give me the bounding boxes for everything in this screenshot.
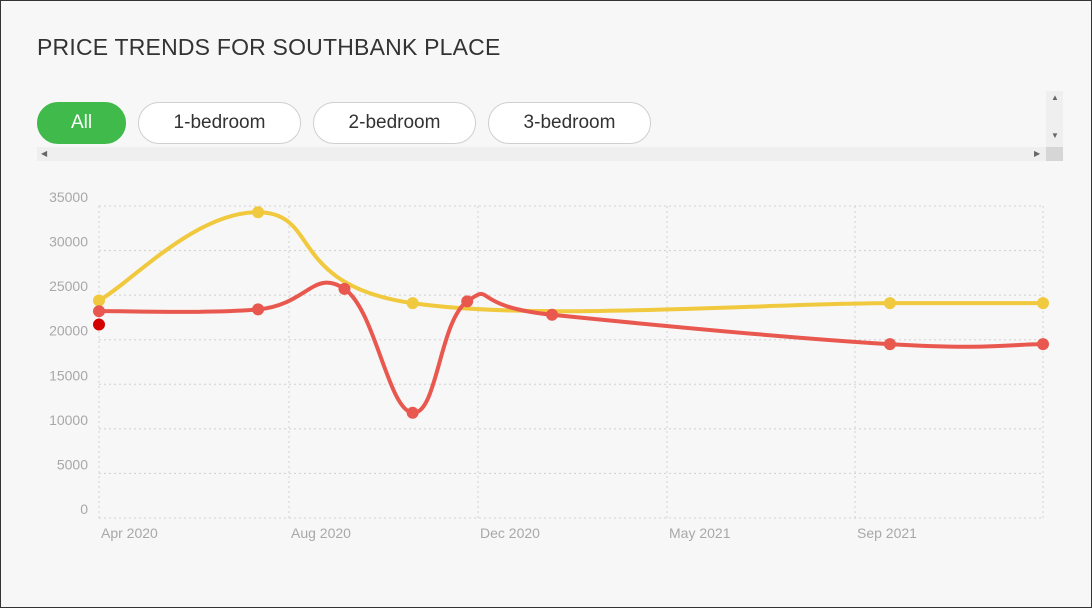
data-point[interactable]: [252, 303, 265, 316]
y-axis: 0 5000 10000 15000 20000 25000 30000 35000: [49, 189, 88, 517]
x-tick-label: Sep 2021: [857, 525, 917, 541]
x-tick-label: May 2021: [669, 525, 731, 541]
tab-2-bedroom[interactable]: 2-bedroom: [313, 102, 476, 144]
data-point[interactable]: [406, 297, 419, 310]
y-tick-label: 15000: [49, 367, 88, 383]
y-tick-label: 25000: [49, 278, 88, 294]
page-title: PRICE TRENDS FOR SOUTHBANK PLACE: [37, 34, 501, 60]
data-point[interactable]: [883, 338, 896, 351]
data-point[interactable]: [406, 406, 419, 419]
x-axis: Apr 2020 Aug 2020 Dec 2020 May 2021 Sep 2021: [101, 525, 917, 541]
y-tick-label: 5000: [57, 456, 88, 472]
points: [93, 206, 1049, 419]
scroll-left-arrow-icon[interactable]: ◀: [41, 149, 48, 158]
bedroom-filter-tabs: All 1-bedroom 2-bedroom 3-bedroom: [37, 102, 651, 144]
data-point[interactable]: [93, 294, 105, 307]
data-point[interactable]: [252, 206, 265, 219]
y-tick-label: 0: [80, 501, 88, 517]
scroll-down-arrow-icon[interactable]: ▼: [1051, 131, 1059, 140]
data-point[interactable]: [1037, 338, 1049, 351]
grid: [98, 205, 1044, 519]
x-tick-label: Dec 2020: [480, 525, 540, 541]
data-point[interactable]: [883, 297, 896, 310]
vertical-scrollbar[interactable]: ▲ ▼: [1046, 91, 1063, 147]
y-tick-label: 10000: [49, 412, 88, 428]
y-tick-label: 30000: [49, 234, 88, 250]
x-tick-label: Apr 2020: [101, 525, 158, 541]
data-point[interactable]: [93, 305, 105, 318]
x-tick-label: Aug 2020: [291, 525, 351, 541]
horizontal-scrollbar[interactable]: ◀ ▶: [37, 147, 1046, 161]
series-line: [97, 280, 1045, 415]
data-point[interactable]: [93, 318, 105, 331]
data-point[interactable]: [1037, 297, 1049, 310]
data-point[interactable]: [546, 308, 559, 321]
data-point[interactable]: [461, 295, 474, 308]
tab-3-bedroom[interactable]: 3-bedroom: [488, 102, 651, 144]
data-point[interactable]: [338, 282, 351, 295]
scrollbar-corner: [1046, 147, 1063, 161]
tab-all[interactable]: All: [37, 102, 126, 144]
series-line: [97, 210, 1045, 314]
y-tick-label: 35000: [49, 189, 88, 205]
series: [97, 210, 1045, 415]
scroll-up-arrow-icon[interactable]: ▲: [1051, 93, 1059, 102]
scroll-right-arrow-icon[interactable]: ▶: [1034, 149, 1041, 158]
tab-1-bedroom[interactable]: 1-bedroom: [138, 102, 301, 144]
y-tick-label: 20000: [49, 323, 88, 339]
